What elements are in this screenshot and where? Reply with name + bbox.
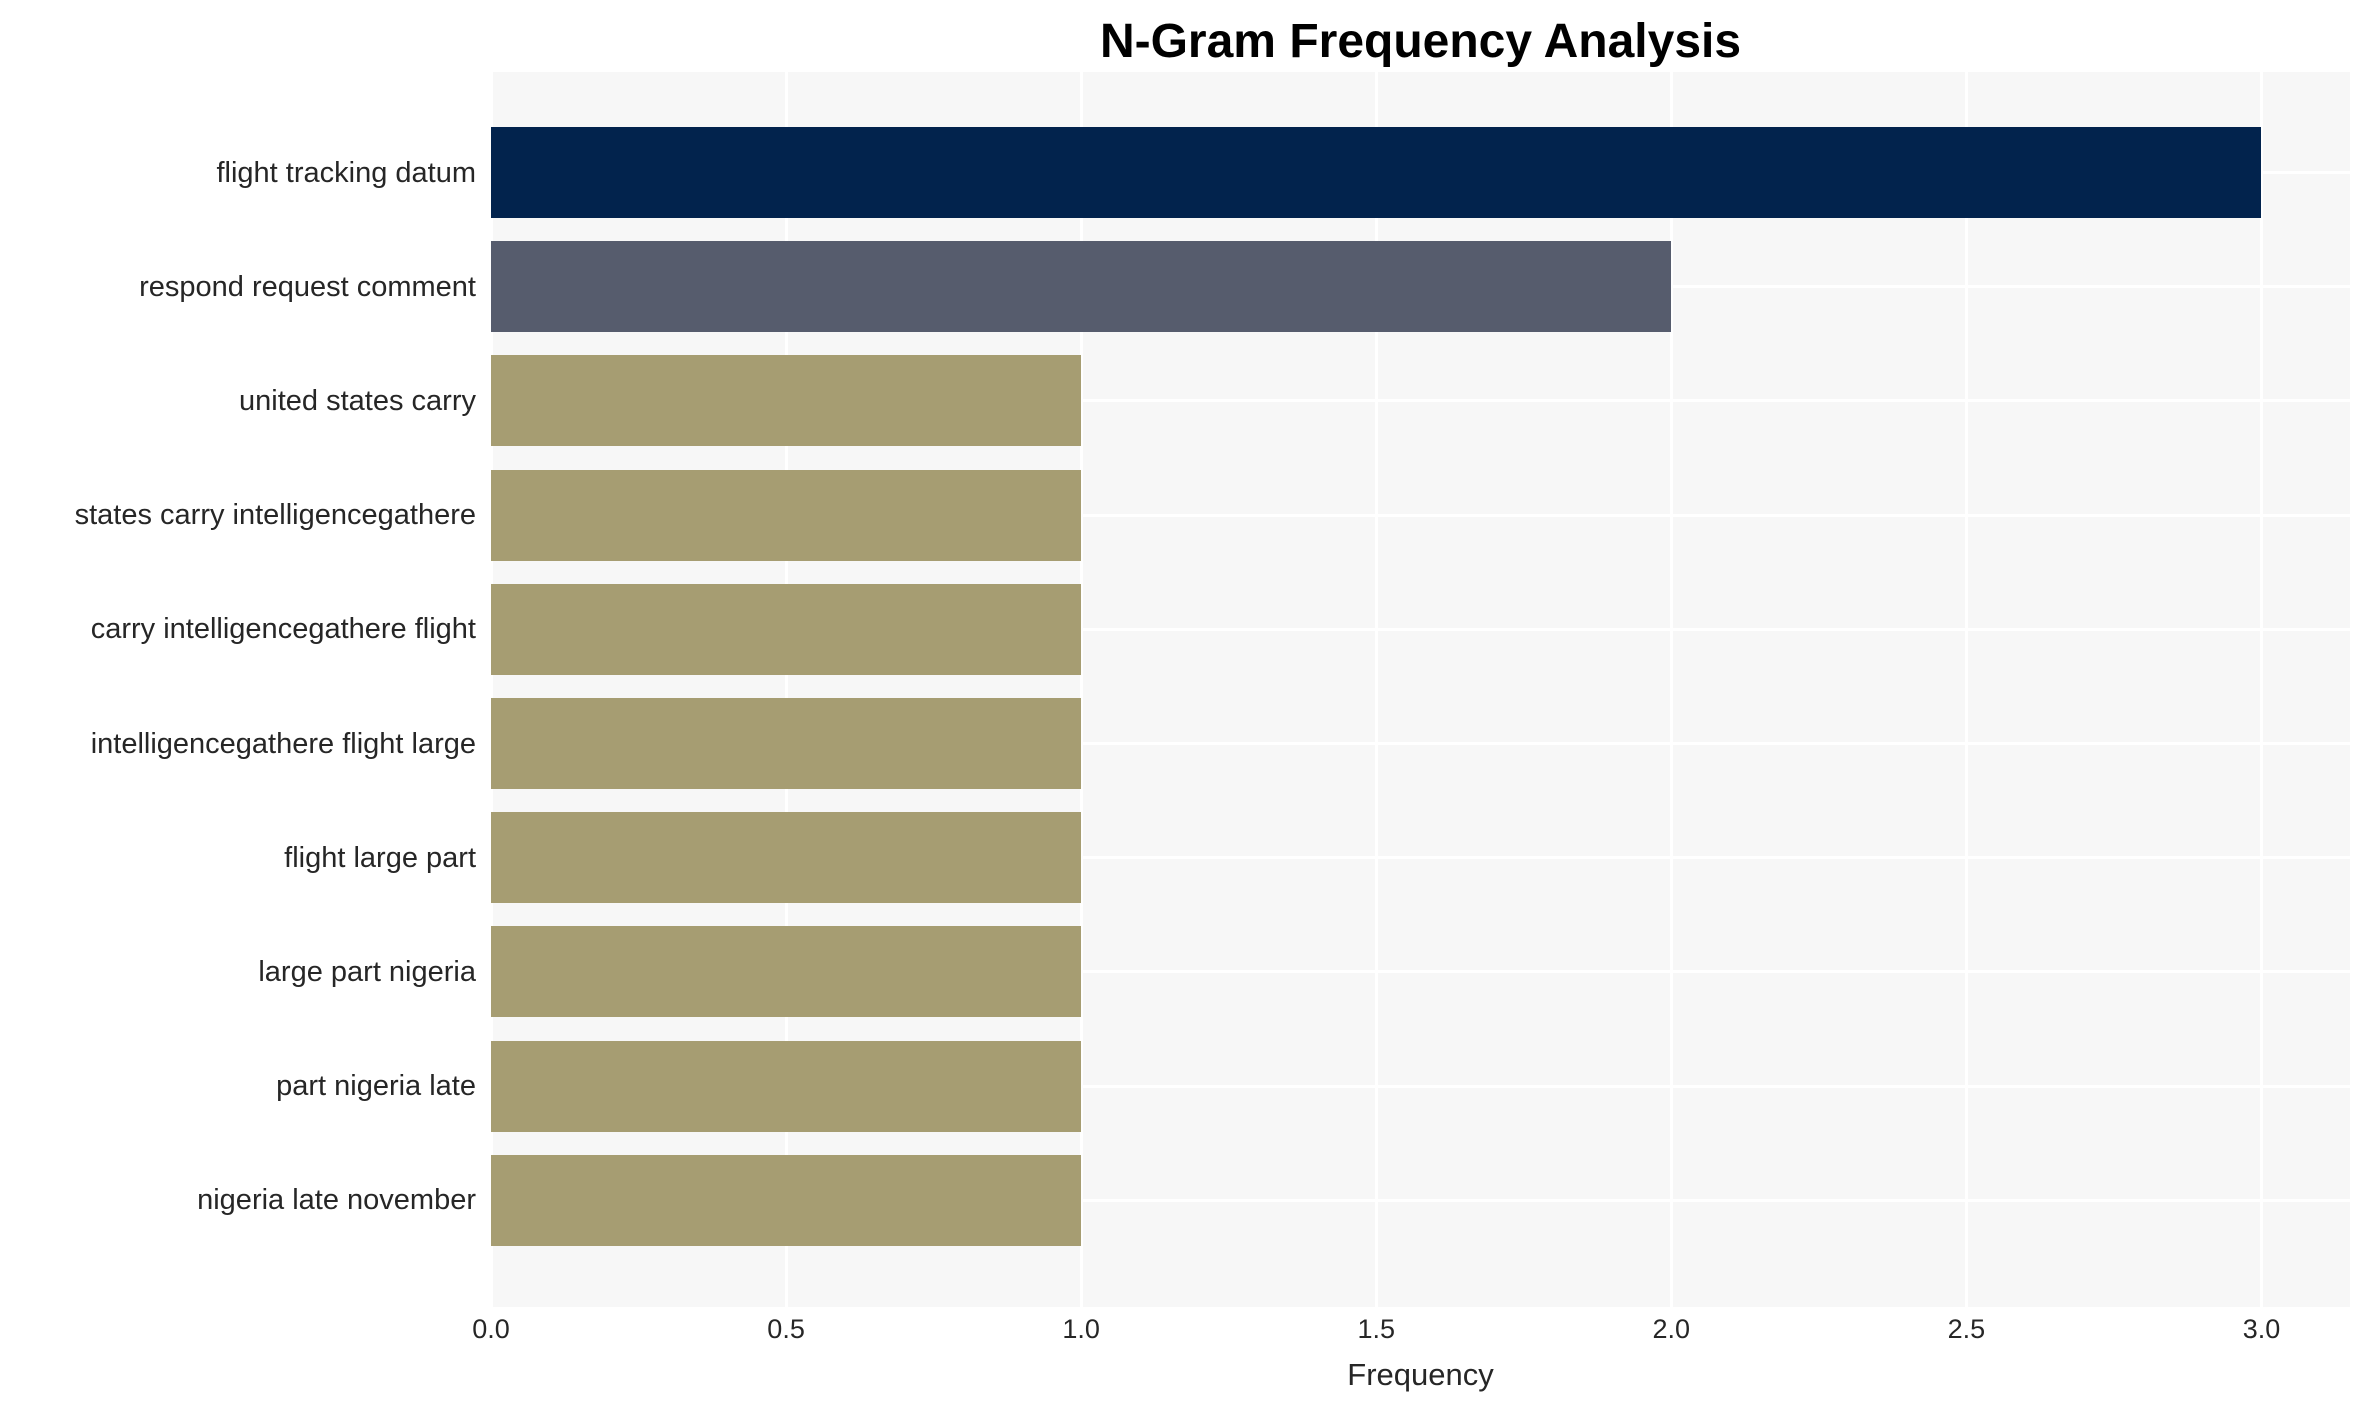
v-gridline xyxy=(785,72,789,1307)
chart-title: N-Gram Frequency Analysis xyxy=(1099,15,1742,68)
x-axis-ticks: 0.0 0.5 1.0 1.5 2.0 2.5 3.0 xyxy=(472,1312,2350,1346)
v-gridline xyxy=(1080,72,1084,1307)
plot-area xyxy=(490,72,2350,1307)
h-gridline xyxy=(491,1198,2350,1202)
frequency-bar xyxy=(491,127,2262,218)
h-gridline xyxy=(491,399,2350,403)
h-gridline xyxy=(491,970,2350,974)
h-gridline xyxy=(491,856,2350,860)
category-label: flight large part xyxy=(284,841,476,874)
frequency-bar xyxy=(491,469,1082,561)
category-label: united states carry xyxy=(239,384,476,417)
h-gridline xyxy=(491,742,2350,745)
h-gridline xyxy=(491,1084,2350,1088)
frequency-bar xyxy=(491,1040,1082,1132)
x-tick-label: 1.0 xyxy=(1062,1314,1100,1344)
frequency-bar xyxy=(491,926,1082,1018)
h-gridline xyxy=(491,513,2350,517)
frequency-bar xyxy=(491,355,1082,447)
x-tick-label: 0.5 xyxy=(767,1314,805,1344)
category-label: intelligencegathere flight large xyxy=(90,727,476,760)
x-tick-label: 2.0 xyxy=(1652,1314,1691,1344)
y-axis-labels: flight tracking datum respond request com… xyxy=(0,72,486,1307)
v-gridline xyxy=(1375,72,1379,1307)
frequency-bar xyxy=(491,698,1082,789)
h-gridline xyxy=(491,627,2350,631)
category-label: respond request comment xyxy=(139,270,476,303)
v-gridline xyxy=(490,72,493,1307)
x-tick-label: 2.5 xyxy=(1947,1314,1986,1344)
category-label: carry intelligencegathere flight xyxy=(90,613,476,646)
category-label: flight tracking datum xyxy=(216,156,476,189)
frequency-bar xyxy=(491,583,1082,675)
frequency-bar xyxy=(491,1154,1082,1246)
category-label: part nigeria late xyxy=(276,1070,476,1103)
category-label: states carry intelligencegathere xyxy=(74,499,476,532)
frequency-bar xyxy=(491,812,1082,904)
category-label: nigeria late november xyxy=(197,1184,476,1217)
x-axis-title: Frequency xyxy=(1347,1357,1494,1392)
category-label: large part nigeria xyxy=(258,955,476,988)
x-tick-label: 1.5 xyxy=(1357,1314,1396,1344)
frequency-bar xyxy=(491,241,1672,333)
v-gridline xyxy=(2260,72,2264,1307)
v-gridline xyxy=(1965,72,1969,1307)
v-gridline xyxy=(1670,72,1674,1307)
x-tick-label: 3.0 xyxy=(2242,1314,2281,1344)
x-tick-label: 0.0 xyxy=(472,1314,510,1344)
